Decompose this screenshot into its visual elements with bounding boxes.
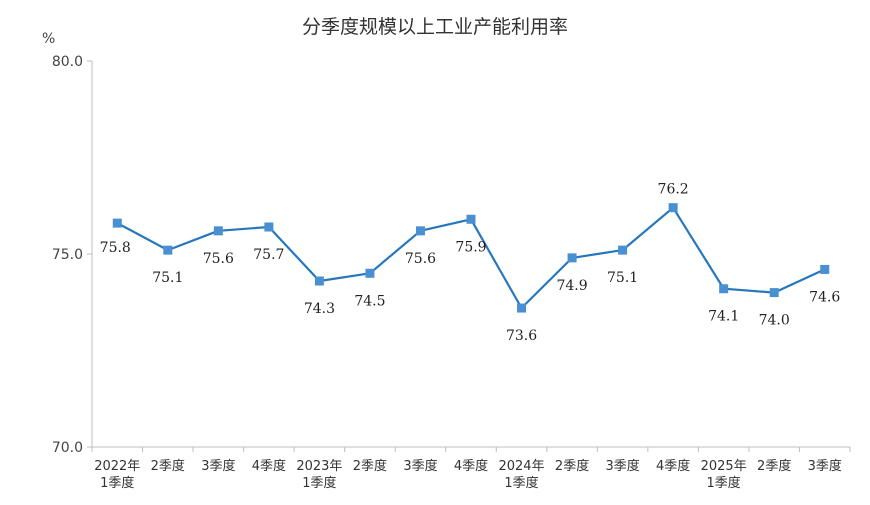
x-tick-label: 2022年 1季度 (94, 459, 140, 491)
x-tick-label: 4季度 (252, 458, 286, 474)
x-tick-label: 2023年 1季度 (296, 459, 342, 491)
x-tick-label: 4季度 (656, 458, 690, 474)
x-tick-label: 2024年 1季度 (498, 459, 544, 491)
data-label: 75.1 (152, 270, 183, 286)
data-label: 74.1 (708, 309, 739, 325)
data-label: 73.6 (506, 328, 537, 344)
y-axis-unit: % (42, 31, 55, 47)
data-label: 75.6 (405, 251, 436, 267)
data-point (365, 268, 375, 278)
data-point (668, 203, 678, 213)
y-tick-label: 80.0 (52, 54, 83, 70)
x-tick-label: 2季度 (555, 458, 589, 474)
y-tick-label: 70.0 (52, 440, 83, 456)
data-point (618, 245, 628, 255)
x-tick-label: 3季度 (605, 458, 639, 474)
x-tick-label: 2025年 1季度 (701, 459, 747, 491)
data-point (769, 288, 779, 298)
series-marks (112, 203, 830, 313)
data-point (820, 264, 830, 274)
y-tick-label: 75.0 (52, 247, 83, 263)
x-tick-label: 3季度 (201, 458, 235, 474)
chart-title: 分季度规模以上工业产能利用率 (302, 16, 568, 38)
data-point (466, 214, 476, 224)
data-label: 75.9 (455, 239, 486, 255)
axes: 70.0 75.0 80.0 2022年 1季度 2季度 3季度 4季度 2023年 1季度 2季度… (52, 54, 851, 491)
data-label: 75.6 (203, 251, 234, 267)
data-labels: 75.8 75.1 75.6 75.7 74.3 74.5 75.6 75.9 73.6 74.9… (100, 182, 841, 344)
data-point (567, 253, 577, 263)
x-tick-label: 2季度 (757, 458, 791, 474)
data-point (314, 276, 324, 286)
x-tick-label: 2季度 (353, 458, 387, 474)
x-tick-label: 3季度 (403, 458, 437, 474)
data-label: 74.3 (304, 301, 335, 317)
data-point (163, 245, 173, 255)
data-point (415, 226, 425, 236)
data-point (719, 284, 729, 294)
x-tick-label: 3季度 (808, 458, 842, 474)
data-label: 76.2 (658, 182, 689, 198)
data-point (213, 226, 223, 236)
data-label: 75.8 (100, 240, 131, 256)
data-label: 74.6 (809, 289, 840, 305)
data-label: 75.1 (607, 270, 638, 286)
data-label: 74.0 (759, 313, 790, 329)
data-label: 74.9 (556, 278, 587, 294)
x-tick-label: 4季度 (454, 458, 488, 474)
data-label: 75.7 (253, 247, 284, 263)
data-point (517, 303, 527, 313)
data-point (264, 222, 274, 232)
data-point (112, 218, 122, 228)
x-tick-label: 2季度 (151, 458, 185, 474)
data-label: 74.5 (354, 293, 385, 309)
